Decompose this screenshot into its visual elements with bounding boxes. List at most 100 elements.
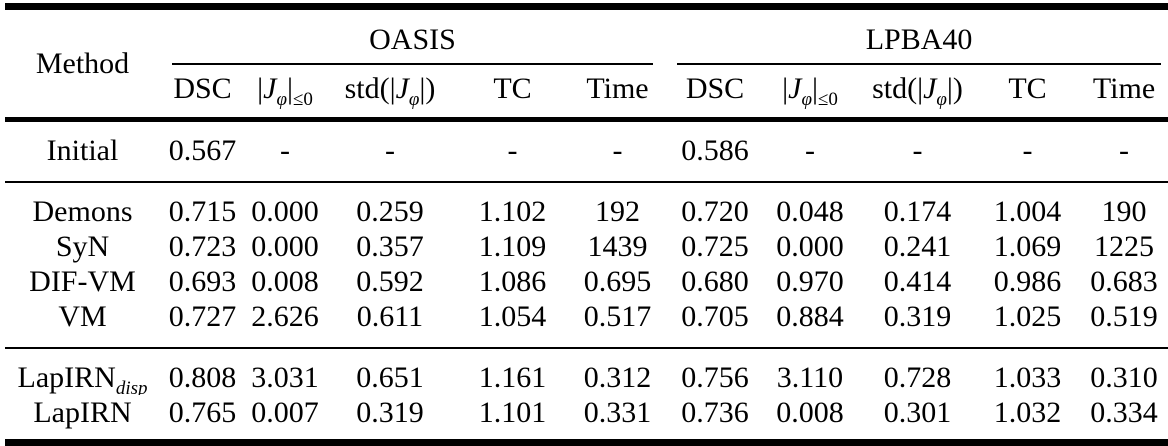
cell-oasis-time: 0.312 bbox=[583, 361, 652, 394]
cell-oasis-time: 1439 bbox=[587, 230, 648, 263]
cell-lpba40-jac-le0: 0.000 bbox=[776, 230, 844, 263]
cell-lpba40-jac-le0: 3.110 bbox=[776, 361, 844, 394]
cell-oasis-dsc: 0.693 bbox=[168, 265, 237, 298]
cell-lpba40-time: 0.334 bbox=[1090, 396, 1158, 429]
cell-oasis-dsc: 0.765 bbox=[168, 396, 237, 429]
cell-oasis-tc: - bbox=[455, 119, 570, 183]
subheader-row: DSC |Jφ|≤0 std(|Jφ|) TC Time DSC |Jφ|≤0 std(|Jφ… bbox=[5, 65, 1168, 122]
subheader-lpba40-jac-le0: |Jφ|≤0 bbox=[765, 65, 855, 122]
cell-lpba40-std-jac: 0.728 bbox=[883, 361, 952, 394]
cell-oasis-jac-le0: - bbox=[245, 119, 325, 183]
cell-oasis-tc: 1.054 bbox=[455, 299, 570, 349]
cell-lpba40-std-jac: 0.241 bbox=[883, 230, 952, 263]
cell-oasis-dsc: 0.727 bbox=[160, 299, 245, 349]
cell-lpba40-time: 190 bbox=[1101, 195, 1147, 228]
cell-lpba40-dsc: 0.680 bbox=[681, 265, 749, 298]
cell-oasis-time: 0.517 bbox=[570, 299, 665, 349]
subheader-oasis-jac-le0: |Jφ|≤0 bbox=[245, 65, 325, 122]
method-cell: LapIRN bbox=[33, 396, 132, 429]
cell-lpba40-dsc: 0.725 bbox=[681, 230, 749, 263]
cell-lpba40-time: - bbox=[1075, 119, 1168, 183]
cell-oasis-jac-le0: 0.000 bbox=[251, 230, 319, 263]
table-body: Initial 0.567- - - -0.586- - - - Demons 0.715 0.00… bbox=[5, 119, 1168, 443]
group-label-lpba40: LPBA40 bbox=[677, 22, 1162, 65]
cell-lpba40-time: 0.683 bbox=[1090, 265, 1158, 298]
cell-lpba40-dsc: 0.586 bbox=[665, 119, 765, 183]
cell-oasis-jac-le0: 3.031 bbox=[251, 361, 319, 394]
cell-lpba40-tc: 1.025 bbox=[980, 299, 1075, 349]
cell-lpba40-tc: 0.986 bbox=[993, 265, 1062, 298]
cell-lpba40-std-jac: 0.319 bbox=[855, 299, 980, 349]
subheader-oasis-std-jac: std(|Jφ|) bbox=[325, 65, 455, 122]
table-row: Initial 0.567- - - -0.586- - - - bbox=[5, 119, 1168, 183]
cell-lpba40-jac-le0: 0.884 bbox=[765, 299, 855, 349]
subheader-oasis-time: Time bbox=[570, 65, 665, 122]
cell-lpba40-time: 0.519 bbox=[1075, 299, 1168, 349]
cell-lpba40-time: 1225 bbox=[1094, 230, 1155, 263]
cell-oasis-dsc: 0.723 bbox=[168, 230, 237, 263]
cell-oasis-tc: 1.102 bbox=[478, 195, 547, 228]
cell-oasis-tc: 1.109 bbox=[478, 230, 547, 263]
subheader-lpba40-tc: TC bbox=[980, 65, 1075, 122]
group-header-lpba40: LPBA40 bbox=[665, 7, 1168, 65]
cell-oasis-jac-le0: 0.007 bbox=[251, 396, 319, 429]
cell-lpba40-tc: 1.032 bbox=[993, 396, 1062, 429]
cell-oasis-dsc: 0.715 bbox=[168, 195, 237, 228]
cell-lpba40-time: 0.310 bbox=[1090, 361, 1158, 394]
cell-oasis-std-jac: - bbox=[325, 119, 455, 183]
cell-lpba40-dsc: 0.705 bbox=[665, 299, 765, 349]
cell-oasis-time: 0.695 bbox=[583, 265, 652, 298]
cell-oasis-jac-le0: 0.008 bbox=[251, 265, 319, 298]
cell-lpba40-dsc: 0.756 bbox=[681, 361, 749, 394]
cell-lpba40-tc: - bbox=[980, 119, 1075, 183]
subheader-lpba40-dsc: DSC bbox=[665, 65, 765, 122]
method-cell: SyN bbox=[55, 230, 110, 263]
cell-oasis-std-jac: 0.259 bbox=[356, 195, 424, 228]
table-row: LapIRNdisp 0.808 3.031 0.651 1.161 0.312 0.756… bbox=[5, 348, 1168, 395]
cell-oasis-time: - bbox=[570, 119, 665, 183]
subheader-oasis-dsc: DSC bbox=[160, 65, 245, 122]
table-row: VM 0.727 2.626 0.611 1.054 0.517 0.705 0.884 0.3… bbox=[5, 299, 1168, 349]
method-cell: VM bbox=[5, 299, 160, 349]
group-label-oasis: OASIS bbox=[172, 22, 653, 65]
subheader-lpba40-std-jac: std(|Jφ|) bbox=[855, 65, 980, 122]
cell-oasis-time: 192 bbox=[595, 195, 640, 228]
cell-oasis-std-jac: 0.651 bbox=[356, 361, 424, 394]
cell-oasis-tc: 1.086 bbox=[478, 265, 547, 298]
cell-lpba40-tc: 1.069 bbox=[993, 230, 1062, 263]
cell-lpba40-jac-le0: 0.048 bbox=[776, 195, 844, 228]
cell-lpba40-tc: 1.033 bbox=[993, 361, 1062, 394]
method-cell: DIF-VM bbox=[29, 265, 136, 298]
cell-lpba40-dsc: 0.736 bbox=[681, 396, 749, 429]
cell-lpba40-std-jac: 0.301 bbox=[883, 396, 952, 429]
cell-oasis-std-jac: 0.357 bbox=[356, 230, 424, 263]
cell-lpba40-std-jac: 0.174 bbox=[883, 195, 952, 228]
cell-oasis-tc: 1.101 bbox=[478, 396, 547, 429]
subheader-lpba40-time: Time bbox=[1075, 65, 1168, 122]
cell-oasis-time: 0.331 bbox=[583, 396, 652, 429]
cell-oasis-std-jac: 0.319 bbox=[356, 396, 424, 429]
method-cell: LapIRNdisp bbox=[17, 361, 148, 395]
cell-lpba40-std-jac: - bbox=[855, 119, 980, 183]
cell-oasis-dsc: 0.808 bbox=[168, 361, 237, 394]
cell-oasis-jac-le0: 2.626 bbox=[245, 299, 325, 349]
group-header-row: Method OASIS LPBA40 bbox=[5, 6, 1168, 122]
method-column-header: Method bbox=[5, 6, 160, 122]
cell-oasis-tc: 1.161 bbox=[478, 361, 547, 394]
cell-oasis-jac-le0: 0.000 bbox=[251, 195, 319, 228]
table-row: DIF-VM 0.693 0.008 0.592 1.086 0.695 0.680 0.97… bbox=[5, 264, 1168, 299]
cell-lpba40-tc: 1.004 bbox=[993, 195, 1062, 228]
cell-lpba40-jac-le0: - bbox=[765, 119, 855, 183]
table-row: Demons 0.715 0.000 0.259 1.102 192 0.720 0.048 0… bbox=[5, 182, 1168, 229]
cell-oasis-std-jac: 0.592 bbox=[356, 265, 424, 298]
cell-lpba40-dsc: 0.720 bbox=[681, 195, 749, 228]
group-header-oasis: OASIS bbox=[160, 7, 665, 65]
cell-oasis-std-jac: 0.611 bbox=[325, 299, 455, 349]
method-cell: Initial bbox=[5, 119, 160, 183]
cell-lpba40-std-jac: 0.414 bbox=[883, 265, 952, 298]
table-row: SyN 0.723 0.000 0.357 1.109 1439 0.725 0.000 0.2… bbox=[5, 229, 1168, 264]
table-row: LapIRN 0.765 0.007 0.319 1.101 0.331 0.736 0.00… bbox=[5, 395, 1168, 443]
method-cell: Demons bbox=[32, 195, 133, 228]
cell-lpba40-jac-le0: 0.008 bbox=[776, 396, 844, 429]
results-table: Method OASIS LPBA40 DSC |Jφ|≤0 std(|Jφ|) TC… bbox=[5, 3, 1168, 446]
